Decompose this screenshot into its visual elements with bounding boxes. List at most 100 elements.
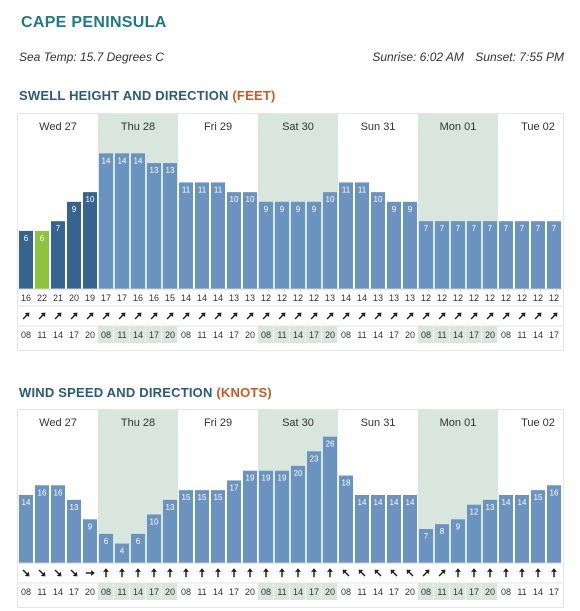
wind-north-arrow-icon-13 — [231, 568, 237, 578]
swell-north-east-arrow-icon-6 — [118, 312, 126, 320]
wind-hour-29: 20 — [485, 587, 495, 597]
wind-hour-26: 11 — [437, 587, 446, 597]
swell-hour-shade-7 — [130, 326, 145, 343]
swell-bar-4 — [83, 192, 97, 289]
swell-bar-16 — [275, 201, 289, 289]
swell-arrow-head-21 — [360, 312, 366, 318]
swell-period-20: 14 — [341, 293, 351, 303]
swell-period-30: 12 — [501, 293, 511, 303]
swell-bar-label-20: 11 — [342, 185, 351, 194]
swell-arrow-head-33 — [552, 312, 558, 318]
swell-arrow-head-19 — [328, 312, 334, 318]
swell-day-label-0: Wed 27 — [39, 121, 77, 133]
swell-bar-11 — [195, 182, 209, 289]
wind-arrow-head-10 — [183, 568, 189, 572]
swell-hour-16: 11 — [277, 330, 286, 340]
wind-hour-shade-18 — [306, 583, 321, 600]
swell-period-2: 21 — [53, 293, 63, 303]
wind-north-east-arrow-icon-25 — [422, 569, 430, 577]
swell-north-east-arrow-icon-4 — [86, 312, 94, 320]
swell-hour-shade-26 — [434, 326, 449, 343]
wind-bar-label-29: 13 — [486, 503, 495, 512]
wind-hour-15: 08 — [261, 587, 271, 597]
wind-bar-10 — [179, 490, 193, 563]
swell-day-label-6: Tue 02 — [521, 121, 555, 133]
swell-hour-shade-9 — [162, 326, 177, 343]
swell-day-label-3: Sat 30 — [282, 121, 314, 133]
wind-arrow-head-11 — [199, 568, 205, 572]
wind-bar-30 — [499, 495, 513, 563]
wind-hour-32: 14 — [533, 587, 543, 597]
wind-hour-0: 08 — [21, 587, 31, 597]
wind-bar-9 — [163, 499, 177, 563]
swell-arrow-head-12 — [216, 312, 222, 318]
swell-arrow-head-18 — [312, 312, 318, 318]
swell-hour-0: 08 — [21, 330, 31, 340]
wind-north-arrow-icon-14 — [247, 568, 253, 578]
swell-bar-8 — [147, 163, 161, 289]
swell-north-east-arrow-icon-5 — [102, 312, 110, 320]
swell-hour-30: 08 — [501, 330, 511, 340]
wind-north-arrow-icon-27 — [455, 568, 461, 578]
swell-chart: Wed 27 Thu 28 Fri 29 Sat 30 Sun 31 Mon 01 Tue … — [18, 114, 562, 343]
wind-bar-23 — [387, 495, 401, 563]
wind-north-west-arrow-icon-23 — [390, 569, 398, 577]
wind-bar-19 — [323, 436, 337, 563]
swell-arrow-head-1 — [40, 312, 46, 318]
swell-hour-21: 11 — [357, 330, 366, 340]
swell-hour-25: 08 — [421, 330, 431, 340]
swell-arrow-head-2 — [56, 312, 62, 318]
swell-bar-label-0: 6 — [24, 234, 29, 243]
swell-hour-28: 17 — [469, 330, 479, 340]
swell-bar-label-28: 7 — [472, 224, 477, 233]
swell-arrow-head-8 — [152, 312, 158, 318]
swell-period-28: 12 — [469, 293, 479, 303]
wind-north-arrow-icon-15 — [263, 568, 269, 578]
swell-bar-21 — [355, 182, 369, 289]
wind-bar-label-22: 14 — [374, 498, 383, 507]
wind-bar-21 — [355, 495, 369, 563]
wind-hour-2: 14 — [53, 587, 63, 597]
swell-bar-31 — [515, 221, 529, 289]
wind-arrow-head-4 — [91, 570, 95, 576]
swell-north-east-arrow-icon-33 — [550, 312, 558, 320]
swell-arrow-head-17 — [296, 312, 302, 318]
wind-day-label-2: Fri 29 — [204, 417, 232, 429]
swell-hour-29: 20 — [485, 330, 495, 340]
swell-hour-12: 14 — [213, 330, 223, 340]
wind-north-arrow-icon-33 — [551, 568, 557, 578]
swell-arrow-head-16 — [280, 312, 286, 318]
swell-bar-label-33: 7 — [552, 224, 557, 233]
swell-bar-label-4: 10 — [86, 195, 95, 204]
wind-bar-0 — [19, 495, 33, 563]
wind-arrow-head-28 — [471, 568, 477, 572]
wind-hour-12: 14 — [213, 587, 223, 597]
swell-bar-label-22: 10 — [374, 195, 383, 204]
wind-north-west-arrow-icon-22 — [374, 569, 382, 577]
swell-hour-33: 17 — [549, 330, 559, 340]
swell-period-33: 12 — [549, 293, 559, 303]
wind-bar-7 — [131, 533, 145, 563]
swell-arrow-head-4 — [88, 312, 94, 318]
wind-arrow-head-6 — [119, 568, 125, 572]
swell-hour-31: 11 — [517, 330, 526, 340]
swell-north-east-arrow-icon-22 — [374, 312, 382, 320]
wind-arrow-head-19 — [327, 568, 333, 572]
swell-bar-19 — [323, 192, 337, 289]
wind-bar-25 — [419, 529, 433, 563]
swell-hour-6: 11 — [117, 330, 126, 340]
swell-period-16: 12 — [277, 293, 287, 303]
wind-south-east-arrow-icon-3 — [70, 569, 78, 577]
wind-arrow-head-27 — [455, 568, 461, 572]
wind-bar-label-10: 15 — [182, 493, 191, 502]
wind-bar-label-32: 15 — [534, 493, 543, 502]
swell-north-east-arrow-icon-23 — [390, 312, 398, 320]
swell-period-26: 12 — [437, 293, 447, 303]
swell-title-unit: (FEET) — [232, 88, 276, 103]
swell-bar-label-18: 9 — [312, 205, 317, 214]
swell-north-east-arrow-icon-25 — [422, 312, 430, 320]
wind-bar-15 — [259, 470, 273, 563]
wind-arrow-head-32 — [535, 568, 541, 572]
wind-bar-label-23: 14 — [390, 498, 399, 507]
wind-bar-12 — [211, 490, 225, 563]
